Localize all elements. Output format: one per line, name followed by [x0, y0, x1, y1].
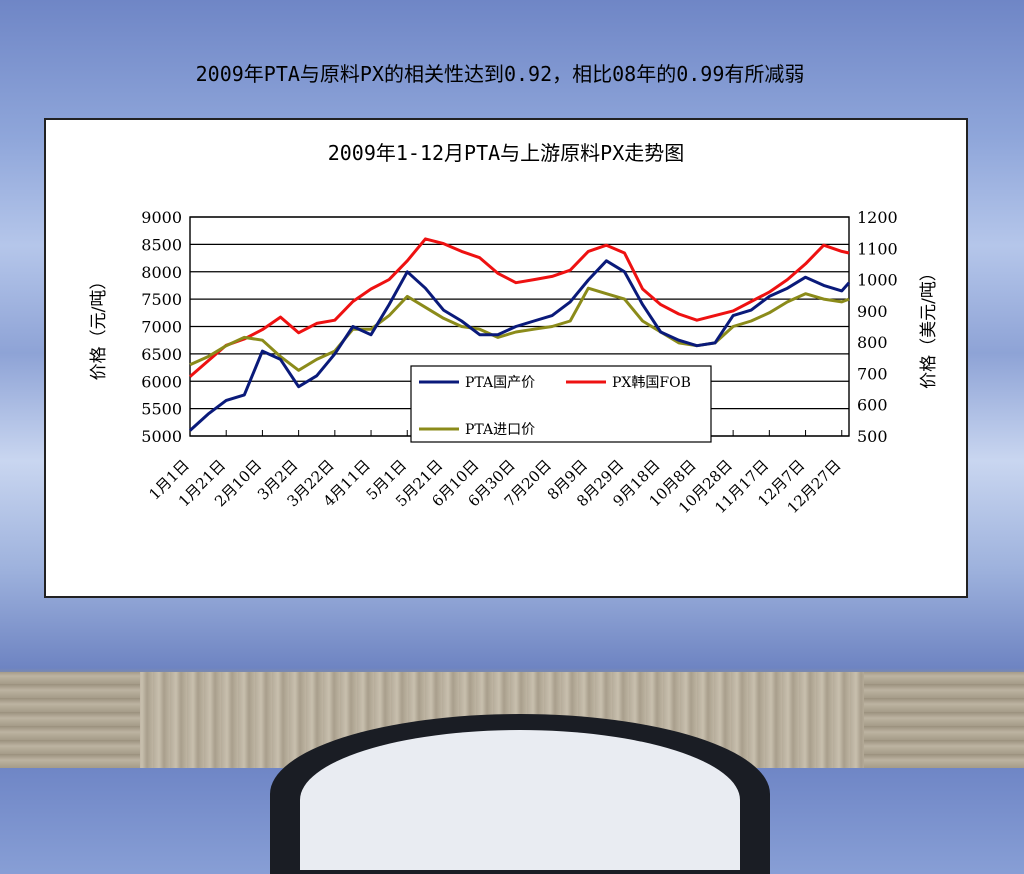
legend-label: PX韩国FOB [612, 375, 691, 391]
y2-tick-label: 1200 [857, 208, 898, 227]
line-chart: 2009年1-12月PTA与上游原料PX走势图 9000 8500 8000 7500 7… [89, 141, 939, 517]
series-line-2 [189, 237, 850, 378]
series-line-3 [189, 286, 850, 372]
y-tick-label: 6000 [141, 372, 182, 391]
y2-tick-label: 700 [857, 364, 888, 383]
y2-tick-label: 1000 [857, 271, 898, 290]
y-tick-label: 6500 [141, 345, 182, 364]
y2-tick-label: 800 [857, 333, 888, 352]
y-tick-label: 7000 [141, 318, 182, 337]
legend-label: PTA进口价 [465, 422, 535, 438]
y2-axis-label: 价格（美元/吨） [919, 264, 939, 389]
y-tick-label: 8500 [141, 235, 182, 254]
chart-title: 2009年1-12月PTA与上游原料PX走势图 [328, 141, 685, 165]
y2-tick-label: 900 [857, 302, 888, 321]
y-tick-label: 9000 [141, 208, 182, 227]
slide-title: 2009年PTA与原料PX的相关性达到0.92，相比08年的0.99有所减弱 [195, 62, 805, 86]
chart-panel: 2009年1-12月PTA与上游原料PX走势图 9000 8500 8000 7500 7… [44, 118, 968, 598]
y2-tick-label: 500 [857, 427, 888, 446]
y-tick-label: 7500 [141, 290, 182, 309]
y2-tick-label: 600 [857, 396, 888, 415]
y-tick-label: 8000 [141, 263, 182, 282]
legend-label: PTA国产价 [465, 375, 535, 391]
y2-tick-label: 1100 [857, 239, 898, 258]
series-line-1 [188, 259, 851, 432]
legend-box [410, 365, 712, 443]
decorative-arch-opening [300, 730, 740, 870]
y-tick-label: 5000 [141, 427, 182, 446]
y-tick-label: 5500 [141, 400, 182, 419]
y-axis-label: 价格（元/吨） [89, 273, 109, 381]
